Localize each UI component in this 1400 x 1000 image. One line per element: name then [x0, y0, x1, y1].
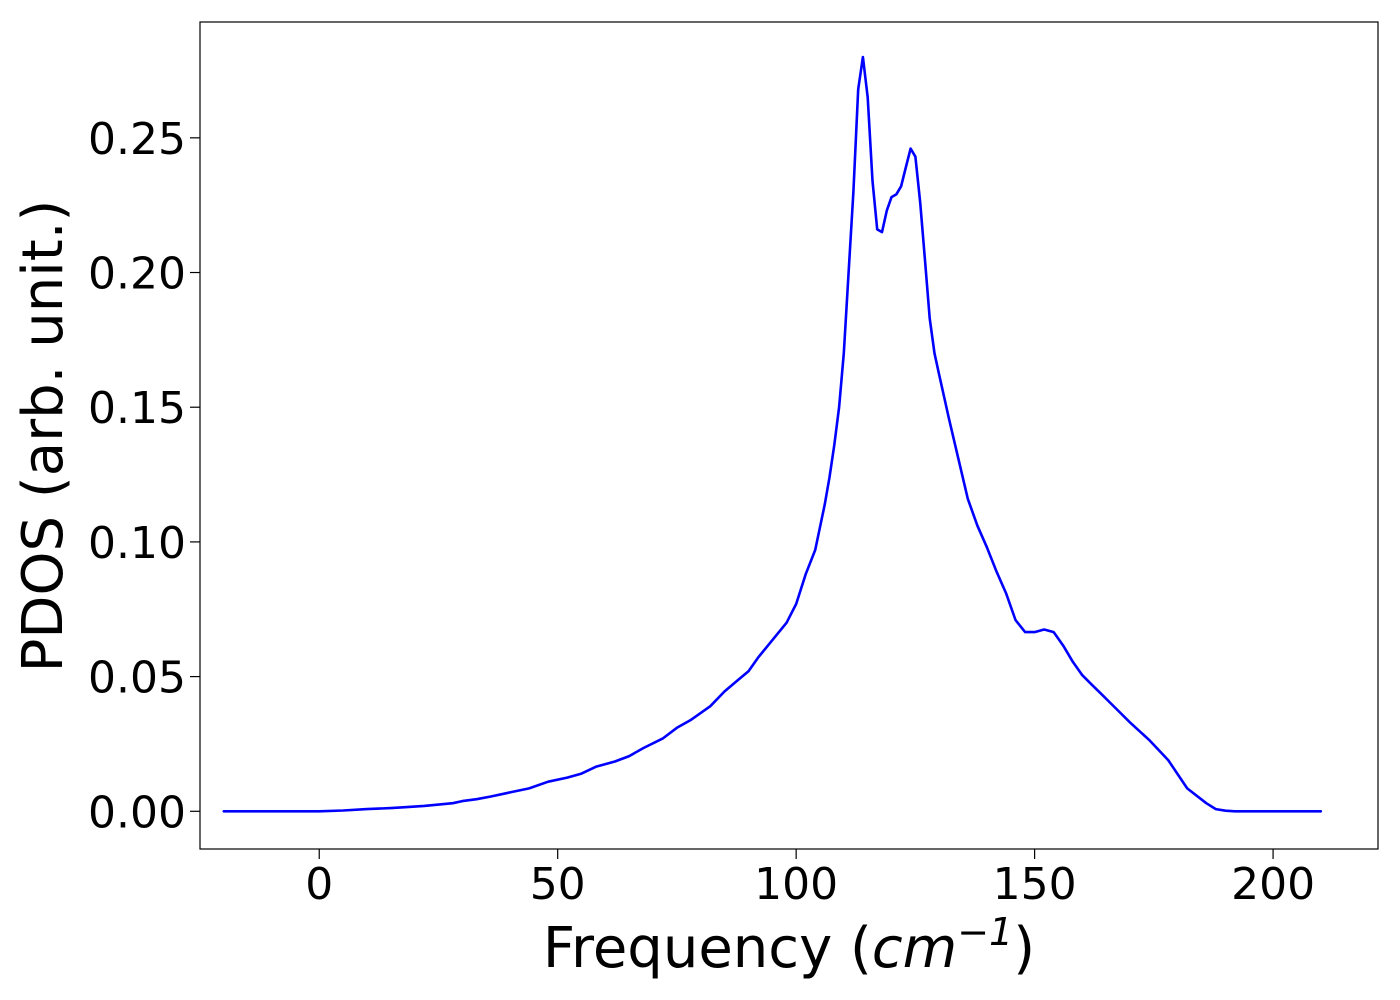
x-tick-label: 50	[530, 859, 586, 910]
x-axis: 0 50 100 150 200	[305, 849, 1315, 910]
y-tick-label: 0.20	[88, 249, 186, 300]
x-tick-label: 200	[1231, 859, 1315, 910]
y-axis-label: PDOS (arb. unit.)	[11, 200, 76, 673]
y-tick-label: 0.05	[88, 653, 186, 704]
x-axis-label-unit: cm	[872, 916, 957, 981]
x-tick-label: 100	[754, 859, 838, 910]
series-layer	[222, 55, 1323, 813]
y-tick-label: 0.00	[88, 787, 186, 838]
x-axis-label-suffix: )	[1013, 916, 1035, 981]
x-axis-label-exponent: −1	[957, 910, 1013, 954]
y-axis: 0.00 0.05 0.10 0.15 0.20 0.25	[88, 114, 200, 838]
plot-area	[200, 22, 1378, 849]
y-tick-label: 0.15	[88, 383, 186, 434]
plot-frame	[199, 21, 1379, 850]
y-tick-label: 0.10	[88, 518, 186, 569]
x-tick-label: 150	[993, 859, 1077, 910]
x-tick-label: 0	[305, 859, 333, 910]
x-axis-label-prefix: Frequency (	[543, 916, 872, 981]
pdos-series-line	[222, 55, 1323, 813]
y-tick-label: 0.25	[88, 114, 186, 165]
x-axis-label: Frequency (cm−1)	[543, 910, 1035, 981]
